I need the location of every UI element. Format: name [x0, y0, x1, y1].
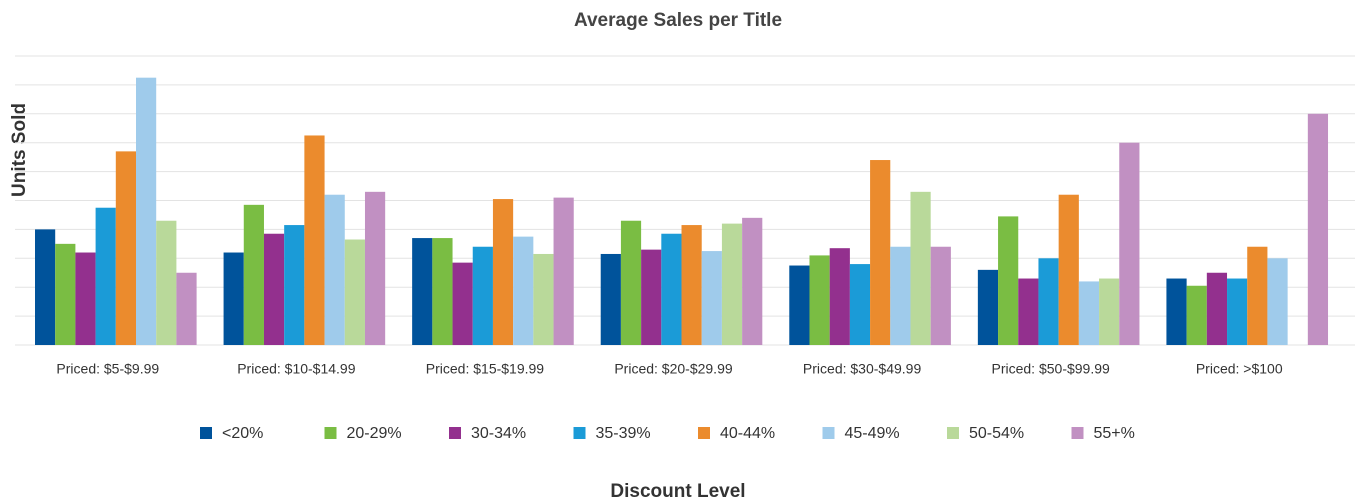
legend-label: <20%	[222, 425, 263, 442]
bar	[809, 255, 830, 345]
bar	[998, 216, 1019, 345]
bar	[35, 229, 56, 345]
x-tick-label: Priced: $10-$14.99	[237, 361, 356, 377]
bar	[641, 249, 662, 345]
bar	[55, 243, 76, 345]
bar	[304, 135, 325, 345]
legend-swatch	[698, 427, 710, 439]
legend-label: 55+%	[1094, 425, 1135, 442]
bar	[1186, 285, 1207, 345]
bar	[870, 160, 891, 345]
bar	[412, 238, 433, 345]
bar	[533, 253, 554, 345]
bar	[1267, 258, 1288, 345]
legend-swatch	[449, 427, 461, 439]
bar	[1307, 113, 1329, 345]
bar	[553, 197, 574, 345]
bar	[721, 223, 743, 345]
bar	[492, 199, 514, 345]
legend-swatch	[573, 427, 586, 439]
bar	[284, 225, 305, 345]
legend-label: 20-29%	[347, 425, 402, 442]
bar	[156, 220, 177, 345]
bar	[176, 272, 197, 345]
bar	[513, 236, 534, 345]
legend-label: 50-54%	[969, 425, 1024, 442]
bar	[324, 194, 345, 345]
bar	[620, 220, 642, 345]
bar	[452, 262, 473, 345]
x-tick-label: Priced: >$100	[1196, 361, 1283, 377]
bar	[1038, 258, 1059, 345]
bar	[1058, 194, 1079, 345]
bar	[136, 77, 157, 346]
legend-label: 40-44%	[720, 425, 775, 442]
bar	[95, 207, 116, 345]
bar	[1119, 142, 1140, 345]
legend-label: 30-34%	[471, 425, 526, 442]
x-tick-label: Priced: $30-$49.99	[803, 361, 922, 377]
bar	[432, 238, 453, 345]
legend-swatch	[324, 427, 337, 439]
legend-swatch	[947, 427, 959, 439]
bar	[890, 246, 911, 345]
x-tick-label: Priced: $5-$9.99	[56, 361, 159, 377]
x-axis-title: Discount Level	[610, 481, 745, 502]
legend-label: 45-49%	[845, 425, 900, 442]
legend-label: 35-39%	[596, 425, 651, 442]
bar	[701, 251, 722, 345]
bar	[1099, 278, 1120, 345]
bar	[472, 246, 493, 345]
bar	[1206, 272, 1228, 345]
bar	[115, 151, 136, 345]
bar	[977, 269, 999, 345]
bar	[600, 253, 621, 345]
bar	[930, 246, 951, 345]
bar	[789, 265, 810, 345]
bar	[364, 191, 386, 345]
x-tick-label: Priced: $20-$29.99	[614, 361, 733, 377]
bar	[681, 225, 702, 345]
bar	[243, 204, 264, 345]
bar	[1018, 278, 1039, 345]
legend-swatch	[1071, 427, 1084, 439]
bar	[1247, 246, 1268, 345]
bar	[910, 191, 931, 345]
bar	[344, 239, 365, 345]
bar	[263, 233, 285, 345]
x-tick-label: Priced: $15-$19.99	[426, 361, 545, 377]
bar	[75, 252, 96, 345]
bar	[829, 248, 850, 345]
legend-swatch	[822, 427, 835, 439]
bar	[1078, 281, 1100, 345]
bar	[223, 252, 244, 345]
chart-title: Average Sales per Title	[574, 10, 782, 31]
bar	[849, 264, 871, 345]
bar	[1166, 278, 1187, 345]
legend-swatch	[200, 427, 212, 439]
x-tick-label: Priced: $50-$99.99	[992, 361, 1111, 377]
y-axis-title: Units Sold	[9, 103, 30, 197]
bar	[742, 217, 763, 345]
bar	[1227, 278, 1248, 345]
bar	[661, 233, 682, 345]
